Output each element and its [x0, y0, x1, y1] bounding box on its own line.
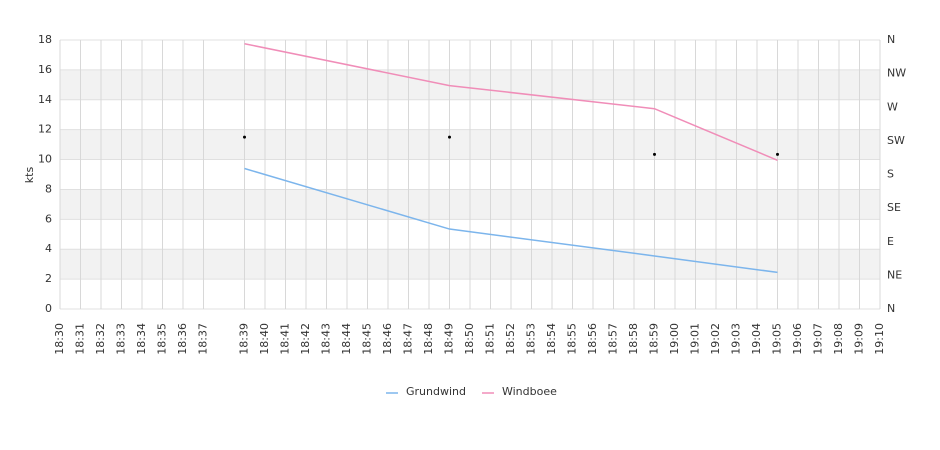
x-tick-label: 18:53	[525, 323, 538, 355]
x-tick-label: 18:46	[381, 323, 394, 355]
x-tick-label: 19:08	[832, 323, 845, 355]
direction-dot	[448, 135, 451, 139]
y2-tick-label: N	[887, 302, 895, 315]
x-tick-label: 19:01	[689, 323, 702, 355]
y2-tick-label: W	[887, 100, 898, 113]
x-tick-label: 18:55	[566, 323, 579, 355]
x-tick-label: 19:00	[668, 323, 681, 355]
x-tick-label: 19:05	[771, 323, 784, 355]
x-tick-label: 18:44	[340, 323, 353, 355]
x-tick-label: 19:06	[791, 323, 804, 355]
y2-tick-label: E	[887, 235, 894, 248]
y-tick-label: 6	[45, 212, 52, 225]
y-tick-label: 4	[45, 242, 52, 255]
x-tick-label: 18:30	[53, 323, 66, 355]
x-tick-label: 18:37	[197, 323, 210, 355]
y-axis-label: kts	[23, 167, 36, 184]
y-tick-label: 0	[45, 302, 52, 315]
x-tick-label: 18:33	[115, 323, 128, 355]
x-tick-label: 18:47	[402, 323, 415, 355]
x-tick-label: 18:39	[238, 323, 251, 355]
x-tick-label: 18:42	[299, 323, 312, 355]
y-tick-label: 16	[38, 63, 52, 76]
y-tick-label: 8	[45, 182, 52, 195]
y2-tick-label: S	[887, 168, 894, 181]
y-tick-label: 14	[38, 93, 52, 106]
x-tick-label: 18:57	[607, 323, 620, 355]
y2-tick-label: N	[887, 33, 895, 46]
x-tick-label: 18:52	[504, 323, 517, 355]
x-tick-label: 18:41	[279, 323, 292, 355]
y-tick-label: 2	[45, 272, 52, 285]
legend-label: Windboee	[502, 385, 557, 398]
y2-tick-label: NW	[887, 67, 906, 80]
x-tick-label: 19:09	[853, 323, 866, 355]
y2-tick-label: SE	[887, 201, 901, 214]
x-tick-label: 18:48	[422, 323, 435, 355]
x-tick-label: 18:35	[156, 323, 169, 355]
x-tick-label: 18:56	[586, 323, 599, 355]
line-series	[244, 167, 778, 274]
y-tick-label: 10	[38, 153, 52, 166]
y-tick-label: 18	[38, 33, 52, 46]
x-tick-label: 19:10	[873, 323, 886, 355]
y-tick-label: 12	[38, 123, 52, 136]
x-tick-label: 19:07	[812, 323, 825, 355]
x-tick-label: 19:02	[709, 323, 722, 355]
x-tick-label: 18:32	[94, 323, 107, 355]
x-tick-label: 18:31	[74, 323, 87, 355]
x-tick-label: 19:04	[750, 323, 763, 355]
direction-dot	[243, 135, 246, 139]
x-tick-label: 19:03	[730, 323, 743, 355]
x-tick-label: 18:59	[648, 323, 661, 355]
x-tick-label: 18:49	[443, 323, 456, 355]
x-tick-label: 18:34	[135, 323, 148, 355]
x-tick-label: 18:36	[176, 323, 189, 355]
direction-dot	[776, 152, 779, 156]
x-tick-label: 18:50	[463, 323, 476, 355]
direction-dot	[653, 152, 656, 156]
x-tick-label: 18:43	[320, 323, 333, 355]
x-tick-label: 18:58	[627, 323, 640, 355]
x-tick-label: 18:40	[258, 323, 271, 355]
y2-tick-label: SW	[887, 134, 905, 147]
legend-label: Grundwind	[406, 385, 466, 398]
x-tick-label: 18:45	[361, 323, 374, 355]
x-tick-label: 18:51	[484, 323, 497, 355]
line-series	[244, 43, 778, 161]
y2-tick-label: NE	[887, 268, 902, 281]
x-tick-label: 18:54	[545, 323, 558, 355]
